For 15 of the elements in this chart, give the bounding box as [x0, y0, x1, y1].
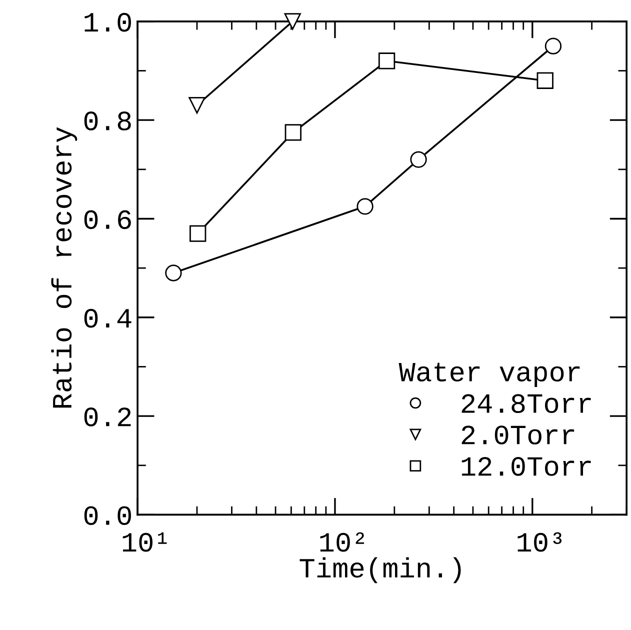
y-tick-label: 0.0	[84, 506, 131, 526]
legend-title: Water vapor	[398, 362, 580, 388]
y-tick-label: 0.4	[84, 308, 132, 328]
y-tick-label: 0.2	[84, 408, 131, 426]
x-tick-label: 10³	[518, 532, 562, 552]
legend-label: 12.0Torr	[462, 457, 591, 476]
legend-label: 2.0Torr	[462, 426, 574, 444]
x-axis-title: Time(min.)	[300, 557, 461, 584]
y-axis-title: Ratio of recovery	[51, 127, 78, 408]
x-tick-label: 10²	[320, 532, 364, 552]
x-tick-label: 10¹	[122, 532, 167, 552]
y-tick-label: 0.8	[84, 112, 131, 130]
legend-label: 24.8Torr	[462, 394, 591, 413]
y-tick-label: 1.0	[84, 12, 131, 32]
y-tick-label: 0.6	[84, 210, 131, 230]
